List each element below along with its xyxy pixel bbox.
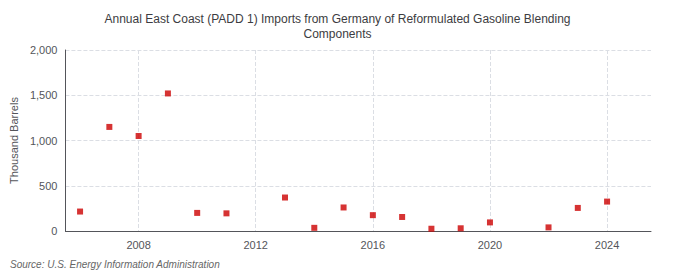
svg-text:500: 500 xyxy=(39,180,57,192)
svg-text:2012: 2012 xyxy=(243,239,267,251)
svg-text:2020: 2020 xyxy=(478,239,502,251)
svg-text:2024: 2024 xyxy=(595,239,619,251)
svg-text:2,000: 2,000 xyxy=(30,44,58,56)
svg-text:Source: U.S. Energy Informatio: Source: U.S. Energy Information Administ… xyxy=(10,259,220,270)
svg-text:1,000: 1,000 xyxy=(30,135,58,147)
svg-text:Annual East Coast (PADD 1) Imp: Annual East Coast (PADD 1) Imports from … xyxy=(105,12,571,26)
svg-text:0: 0 xyxy=(51,225,57,237)
svg-text:1,500: 1,500 xyxy=(30,89,58,101)
svg-text:Thousand Barrels: Thousand Barrels xyxy=(8,97,20,184)
svg-text:2008: 2008 xyxy=(126,239,150,251)
svg-text:2016: 2016 xyxy=(361,239,385,251)
svg-text:Components: Components xyxy=(303,27,371,41)
